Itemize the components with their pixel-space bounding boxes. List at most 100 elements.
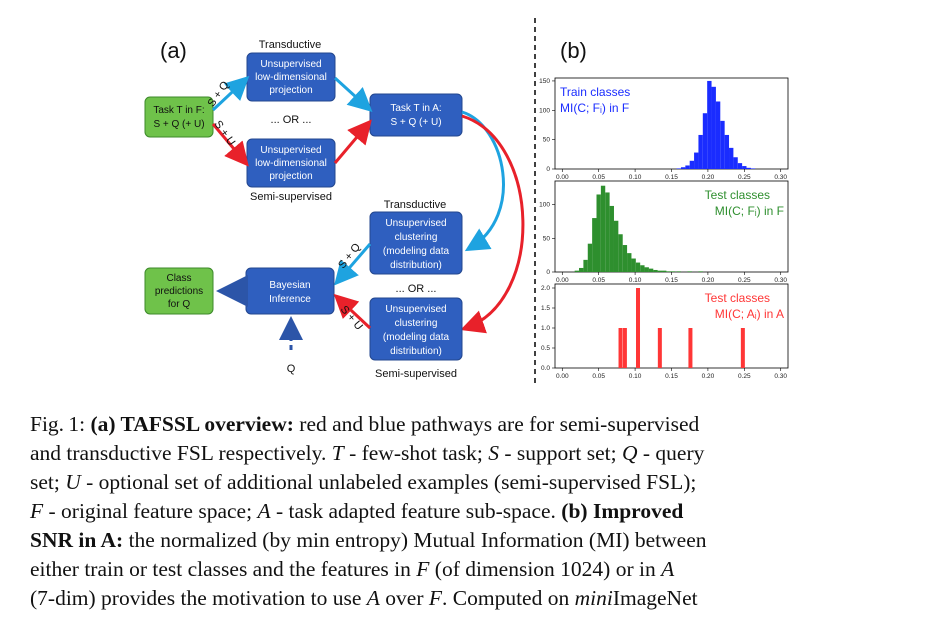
histogram-bar (687, 271, 692, 272)
projection-top-line3: projection (269, 85, 312, 96)
x-tick-label: 0.10 (629, 174, 642, 181)
histogram-bar (746, 167, 751, 169)
caption-math-f: F (416, 557, 430, 581)
y-tick-label: 2.0 (541, 285, 550, 292)
histogram-bar (644, 267, 649, 272)
histogram-bar (605, 192, 610, 272)
x-tick-label: 0.15 (665, 174, 678, 181)
caption-text: - task adapted feature sub-space. (270, 499, 562, 523)
caption-text: red and blue pathways are for semi-super… (293, 412, 700, 436)
clustering-top-line1: Unsupervised (385, 218, 446, 229)
caption-math-f: F (30, 499, 44, 523)
caption-b-title: SNR in A: (30, 528, 124, 552)
caption-line-6: either train or test classes and the fea… (30, 555, 906, 584)
caption-text: - optional set of additional unlabeled e… (80, 470, 697, 494)
x-tick-label: 0.05 (592, 277, 605, 284)
histogram-bar (583, 259, 588, 272)
caption-text: either train or test classes and the fea… (30, 557, 417, 581)
caption-math-a: A (257, 499, 271, 523)
histogram-bar (676, 168, 681, 169)
caption-text: - few-shot task; (343, 441, 489, 465)
histogram-bar (600, 185, 606, 272)
caption-math-s: S (488, 441, 499, 465)
caption-text: (of dimension 1024) or in (429, 557, 662, 581)
histogram-bar (670, 271, 676, 272)
histogram-bar (707, 80, 712, 169)
class-pred-line2: predictions (155, 286, 203, 297)
panel-a-label: (a) (160, 38, 187, 63)
histogram-bar (596, 194, 601, 272)
projection-top-box: Unsupervised low-dimensional projection (246, 52, 336, 102)
x-tick-label: 0.05 (592, 174, 605, 181)
clustering-bottom-line1: Unsupervised (385, 304, 446, 315)
caption-mini: mini (574, 586, 613, 610)
histogram-bar (715, 101, 721, 169)
chart-title-line1: Test classes (705, 291, 770, 305)
task-f-line2: S + Q (+ U) (153, 119, 204, 130)
caption-line-5: SNR in A: the normalized (by min entropy… (30, 526, 906, 555)
chart-title-line2: MI(C; Fᵢ) in F (560, 101, 629, 115)
caption-text: over (379, 586, 429, 610)
clustering-top-line2: clustering (395, 232, 438, 243)
x-tick-label: 0.25 (738, 373, 751, 380)
mi-histograms: 0.00 0.05 0.10 0.15 0.20 0.25 0.30050100150Tra… (539, 77, 789, 380)
histogram-bar (698, 134, 703, 169)
caption-text: and transductive FSL respectively. (30, 441, 332, 465)
caption-line-3: set; U - optional set of additional unla… (30, 468, 906, 497)
caption-math-a: A (366, 586, 380, 610)
histogram-bar (657, 328, 662, 368)
class-pred-line1: Class (166, 273, 191, 284)
transductive-top-label: Transductive (259, 39, 322, 51)
arrow-su1-label: S + U (212, 118, 238, 148)
caption-math-q: Q (621, 441, 638, 465)
bayesian-line2: Inference (269, 294, 311, 305)
histogram-bar (631, 258, 636, 272)
histogram-bar (711, 86, 716, 169)
histogram-bar (676, 271, 681, 272)
histogram-bar (740, 328, 745, 368)
arrow-sq-to-projection (211, 75, 250, 112)
plot-frame (554, 77, 789, 170)
x-tick-label: 0.25 (738, 174, 751, 181)
y-tick-label: 50 (543, 137, 551, 144)
y-tick-label: 1.0 (541, 325, 550, 332)
histogram-bar (724, 134, 730, 169)
panel-b-label: (b) (560, 38, 587, 63)
projection-bottom-box: Unsupervised low-dimensional projection (246, 138, 336, 188)
x-tick-label: 0.25 (738, 277, 751, 284)
histogram-bar (742, 166, 747, 169)
x-tick-label: 0.15 (665, 373, 678, 380)
y-tick-label: 100 (539, 107, 550, 114)
caption-line-7: (7-dim) provides the motivation to use A… (30, 584, 906, 613)
task-f-line1: Task T in F: (153, 105, 204, 116)
x-tick-label: 0.00 (556, 373, 569, 380)
projection-bottom-line2: low-dimensional (255, 158, 327, 169)
histogram-bar (688, 328, 693, 368)
task-a-line1: Task T in A: (390, 103, 441, 114)
caption-math-u: U (65, 470, 81, 494)
caption-math-a: A (661, 557, 675, 581)
y-tick-label: 50 (543, 235, 551, 242)
histogram-bar (657, 270, 663, 272)
class-predictions-box: Class predictions for Q (144, 267, 214, 315)
histogram-bar (729, 147, 734, 169)
chart-title-line2: MI(C; Aᵢ) in A (715, 307, 784, 321)
caption-text: - support set; (498, 441, 622, 465)
arrow-projection-top-to-task-a (333, 76, 373, 113)
y-tick-label: 0 (546, 269, 550, 276)
q-label: Q (287, 363, 296, 375)
semi-supervised-top-label: Semi-supervised (250, 191, 332, 203)
histogram-bar (579, 267, 584, 272)
histogram-bar (750, 168, 756, 169)
semi-supervised-bottom-label: Semi-supervised (375, 368, 457, 380)
clustering-bottom-line2: clustering (395, 318, 438, 329)
histogram-bar (680, 167, 686, 169)
figure-diagram: (a) (b) Task T in F: S + Q (+ U) Transdu… (144, 18, 789, 385)
clustering-top-line3: (modeling data (383, 246, 450, 257)
clustering-top-box: Unsupervised clustering (modeling data d… (369, 211, 463, 275)
caption-line-1: Fig. 1: (a) TAFSSL overview: red and blu… (30, 410, 906, 439)
task-a-line2: S + Q (+ U) (390, 117, 441, 128)
histogram-bar (720, 120, 725, 169)
histogram-bar (622, 328, 627, 368)
y-tick-label: 100 (539, 202, 550, 209)
